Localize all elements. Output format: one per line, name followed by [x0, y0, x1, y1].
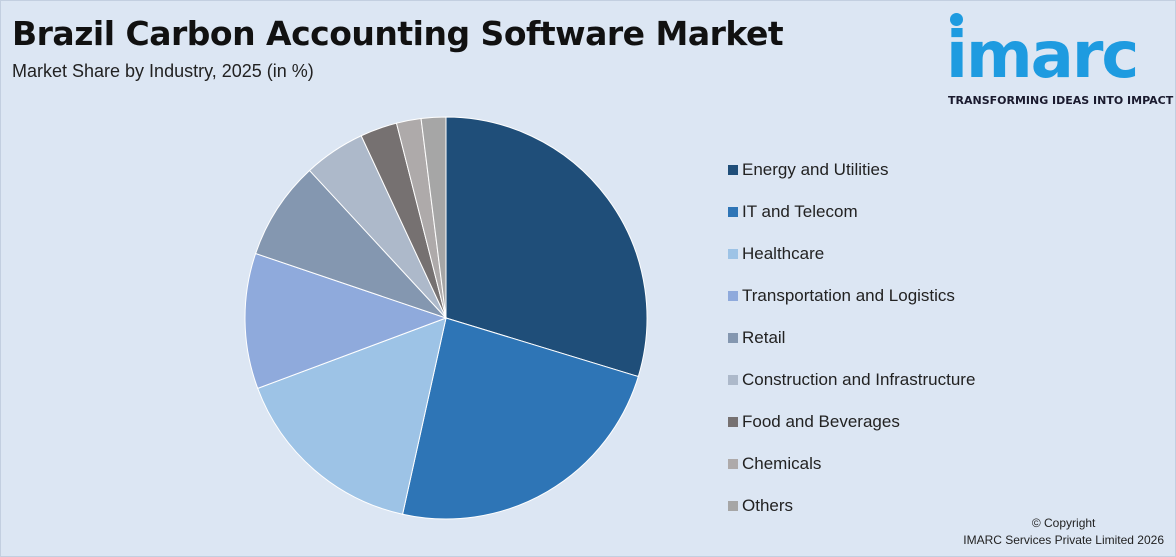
pie-slice-others [420, 116, 447, 319]
copyright: © Copyright IMARC Services Private Limit… [963, 515, 1164, 549]
legend-swatch [728, 375, 738, 385]
legend-swatch [728, 165, 738, 175]
legend-label: Construction and Infrastructure [742, 370, 976, 389]
legend-label: IT and Telecom [742, 202, 858, 221]
legend-item: IT and Telecom [728, 202, 858, 222]
legend-item: Healthcare [728, 244, 824, 264]
legend-item: Transportation and Logistics [728, 286, 955, 306]
legend-label: Others [742, 496, 794, 515]
legend-swatch [728, 333, 738, 343]
chart-subtitle: Market Share by Industry, 2025 (in %) [12, 61, 314, 81]
logo-tagline: TRANSFORMING IDEAS INTO IMPACT [948, 94, 1174, 107]
legend-swatch [728, 207, 738, 217]
legend-swatch [728, 417, 738, 427]
legend-label: Healthcare [742, 244, 825, 263]
legend-swatch [728, 249, 738, 259]
legend-swatch [728, 459, 738, 469]
legend-swatch [728, 501, 738, 511]
legend-item: Construction and Infrastructure [728, 370, 975, 390]
pie-slice-it-and-telecom [401, 317, 639, 520]
legend-label: Energy and Utilities [742, 160, 889, 179]
legend-label: Chemicals [742, 454, 822, 473]
logo-dot [950, 13, 963, 26]
legend-label: Food and Beverages [742, 412, 900, 431]
legend-item: Others [728, 496, 793, 516]
chart-title: Brazil Carbon Accounting Software Market [12, 14, 784, 53]
copyright-line-1: © Copyright [1031, 516, 1096, 530]
legend-item: Energy and Utilities [728, 160, 888, 180]
imarc-logo: imarc TRANSFORMING IDEAS INTO IMPACT [944, 10, 1174, 110]
logo-wordmark: imarc [946, 19, 1139, 93]
legend-item: Retail [728, 328, 785, 348]
legend-swatch [728, 291, 738, 301]
legend-label: Transportation and Logistics [742, 286, 955, 305]
legend-item: Chemicals [728, 454, 821, 474]
legend-label: Retail [742, 328, 786, 347]
pie-slice-transportation-and-logistics [244, 252, 448, 390]
pie-slice-healthcare [257, 317, 447, 515]
copyright-line-2: IMARC Services Private Limited 2026 [963, 533, 1164, 547]
legend-item: Food and Beverages [728, 412, 900, 432]
pie-slice-retail [254, 169, 447, 319]
pie-slice-energy-and-utilities [445, 116, 648, 378]
